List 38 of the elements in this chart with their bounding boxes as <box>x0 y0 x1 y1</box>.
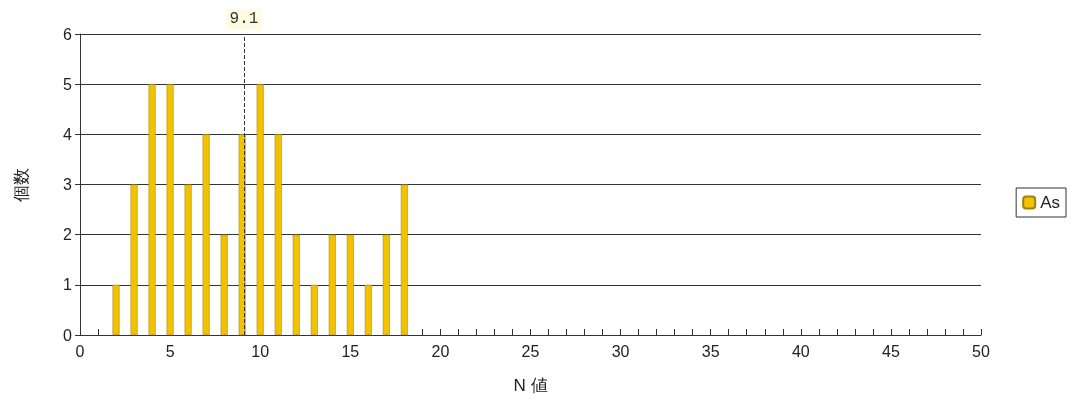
y-tick-label: 2 <box>63 226 73 244</box>
bar <box>400 184 408 335</box>
x-tick-label: 5 <box>165 342 175 360</box>
y-axis-title: 個数 <box>12 167 31 202</box>
bar <box>112 284 120 335</box>
bar <box>346 234 354 335</box>
bar <box>184 184 192 335</box>
bar <box>364 284 372 335</box>
y-tick-label: 1 <box>63 276 73 294</box>
bar <box>202 134 210 335</box>
x-tick-label: 45 <box>882 342 900 360</box>
x-tick-label: 50 <box>972 342 990 360</box>
bar <box>148 84 156 335</box>
bar <box>220 234 228 335</box>
y-tick-label: 5 <box>63 75 73 93</box>
bar <box>130 184 138 335</box>
y-tick-label: 3 <box>63 176 73 193</box>
x-tick-label: 35 <box>701 342 720 360</box>
bar <box>166 84 174 335</box>
legend-label: As <box>1040 193 1060 212</box>
x-tick-label: 40 <box>791 342 810 360</box>
x-tick-label: 15 <box>341 342 360 360</box>
y-tick-label: 6 <box>63 25 73 43</box>
x-tick-label: 25 <box>521 342 540 360</box>
bar <box>256 84 264 335</box>
y-tick-label: 4 <box>63 125 73 143</box>
x-tick-label: 30 <box>611 342 630 360</box>
bar <box>382 234 390 335</box>
bar <box>274 134 282 335</box>
bar <box>310 284 318 335</box>
bar <box>328 234 336 335</box>
bar <box>292 234 300 335</box>
x-tick-label: 0 <box>75 342 85 360</box>
ref-line-label: 9.1 <box>229 10 259 28</box>
x-axis-title: N 値 <box>513 376 548 395</box>
x-tick-label: 20 <box>431 342 450 360</box>
x-tick-label: 10 <box>251 342 270 360</box>
y-tick-label: 0 <box>63 326 73 344</box>
